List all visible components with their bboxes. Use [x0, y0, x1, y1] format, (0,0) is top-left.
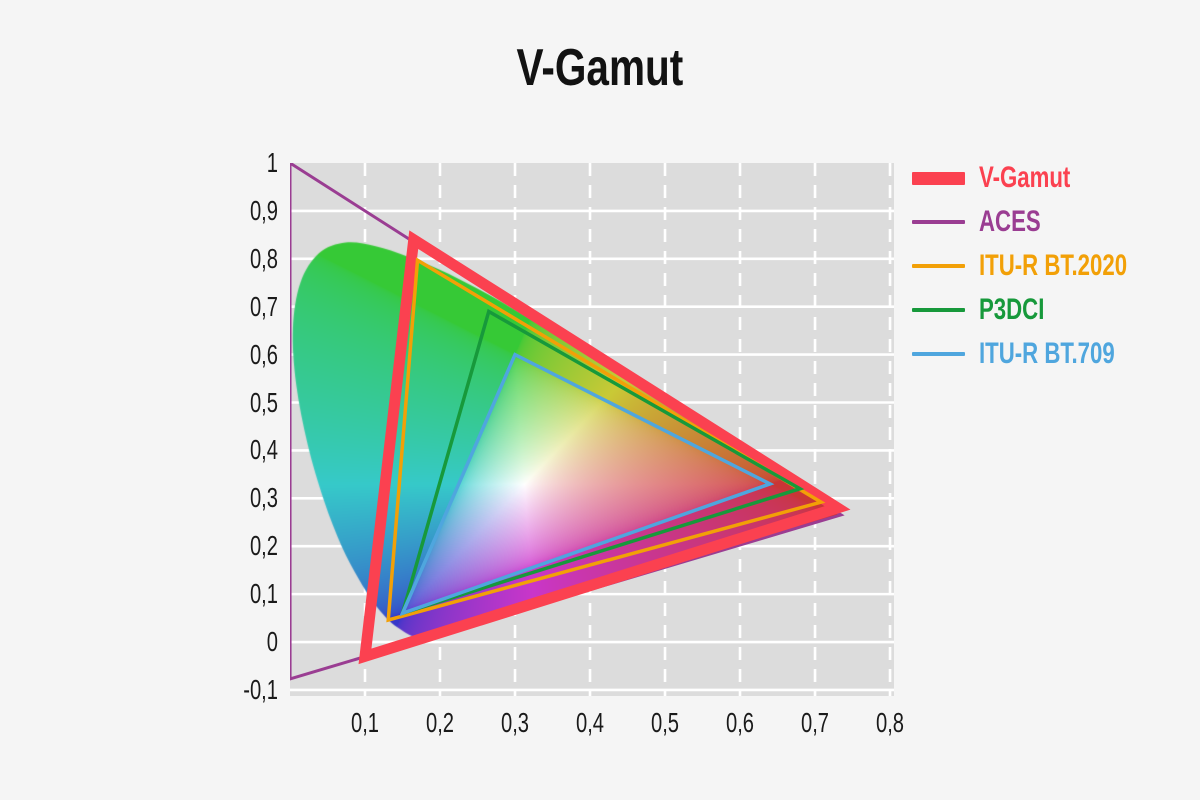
- legend-swatch: [912, 220, 965, 224]
- y-tick-label: 0,7: [249, 290, 278, 322]
- legend-label: V-Gamut: [979, 161, 1071, 194]
- y-tick-label: 0,9: [249, 194, 278, 226]
- legend: V-Gamut ACES ITU-R BT.2020 P3DCI ITU-R BT.70…: [912, 156, 1198, 376]
- y-tick-label: 0,6: [249, 338, 278, 370]
- gamut-triangle-itu-r-bt-709: [399, 352, 775, 617]
- chart-title: V-Gamut: [516, 39, 684, 97]
- y-tick-label: 1: [266, 147, 278, 178]
- gamut-triangle-p3dci: [399, 308, 805, 616]
- chart-title-wrap: V-Gamut: [0, 38, 1200, 98]
- legend-label: ITU-R BT.2020: [979, 249, 1128, 282]
- legend-item-p3dci: P3DCI: [912, 288, 1198, 332]
- x-tick-label: 0,4: [575, 707, 605, 738]
- plot-area: [290, 163, 894, 696]
- legend-label: ACES: [979, 205, 1041, 238]
- y-tick-label: 0,4: [249, 434, 278, 466]
- legend-label: ITU-R BT.709: [979, 337, 1115, 370]
- legend-item-aces: ACES: [912, 200, 1198, 244]
- y-tick-label: 0,1: [249, 578, 278, 610]
- gamut-triangle-v-gamut: [358, 230, 851, 665]
- gamut-triangle-itu-r-bt-2020: [386, 257, 826, 623]
- legend-swatch: [912, 352, 965, 356]
- y-tick-label: 0,5: [249, 386, 278, 418]
- legend-swatch: [912, 308, 965, 312]
- legend-item-v-gamut: V-Gamut: [912, 156, 1198, 200]
- x-tick-label: 0,1: [350, 707, 380, 738]
- legend-item-itu-r-bt-709: ITU-R BT.709: [912, 332, 1198, 376]
- gamut-triangles: [290, 163, 851, 681]
- y-tick-label: 0: [266, 626, 278, 657]
- x-tick-label: 0,3: [500, 707, 530, 738]
- legend-swatch: [912, 171, 965, 185]
- x-tick-label: 0,6: [725, 707, 755, 738]
- legend-item-itu-r-bt-2020: ITU-R BT.2020: [912, 244, 1198, 288]
- y-tick-label: 0,3: [249, 482, 278, 514]
- x-tick-label: 0,2: [425, 707, 455, 738]
- y-tick-label: 0,2: [249, 530, 278, 562]
- y-tick-label: 0,8: [249, 242, 278, 274]
- legend-swatch: [912, 264, 965, 268]
- x-tick-label: 0,5: [650, 707, 680, 738]
- y-tick-label: -0,1: [243, 673, 278, 705]
- x-tick-label: 0,7: [800, 707, 830, 738]
- legend-label: P3DCI: [979, 293, 1045, 326]
- x-tick-label: 0,8: [875, 707, 905, 738]
